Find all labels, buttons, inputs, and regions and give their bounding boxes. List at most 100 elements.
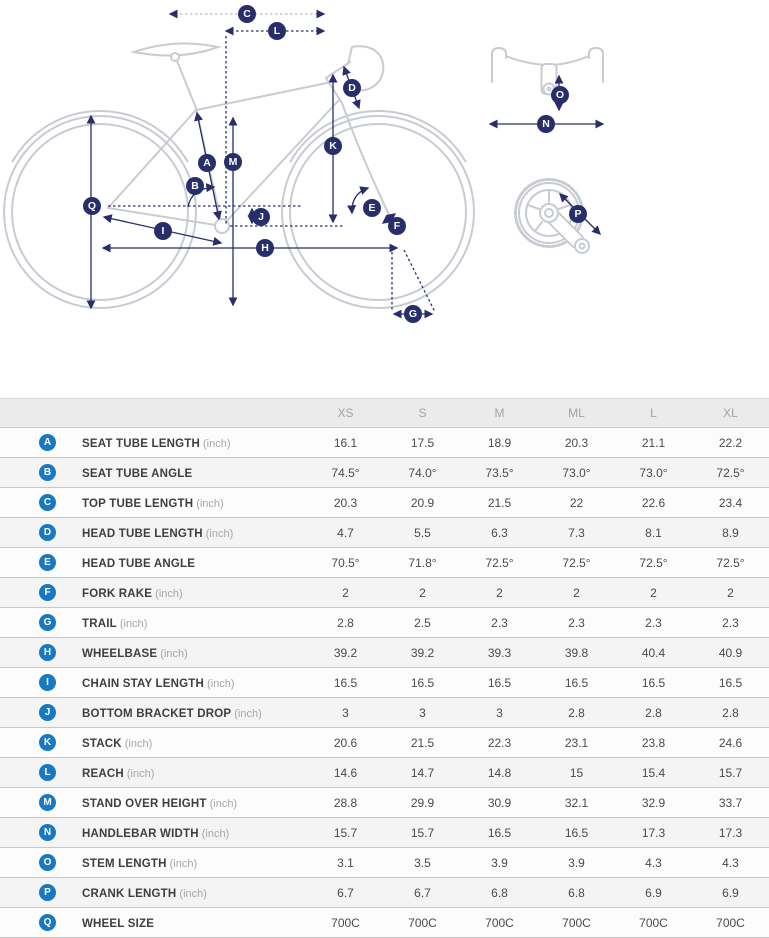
spec-row-f: F FORK RAKE (inch) 2 2 2 2 2 2 xyxy=(0,578,769,608)
spec-value: 2 xyxy=(573,585,580,600)
spec-value: 16.5 xyxy=(718,675,743,690)
stem xyxy=(325,61,351,79)
spec-value: 20.3 xyxy=(333,495,358,510)
spec-value: 39.3 xyxy=(487,645,512,660)
row-letter-badge: L xyxy=(39,764,56,781)
spec-value: 72.5° xyxy=(562,555,591,570)
diagram-marker-m: M xyxy=(224,153,242,171)
spec-value: 700C xyxy=(716,915,745,930)
spec-unit: (inch) xyxy=(234,707,262,720)
spec-value: 20.3 xyxy=(564,435,589,450)
spec-row-g: G TRAIL (inch) 2.8 2.5 2.3 2.3 2.3 2.3 xyxy=(0,608,769,638)
size-column-header: XS xyxy=(337,406,354,420)
spec-value: 700C xyxy=(562,915,591,930)
spec-label: TRAIL xyxy=(82,617,117,630)
size-column-header: M xyxy=(494,406,505,420)
seat-post xyxy=(174,55,197,109)
spec-value: 2.5 xyxy=(414,615,431,630)
spec-value: 6.3 xyxy=(491,525,508,540)
spec-value: 72.5° xyxy=(639,555,668,570)
diagram-marker-b: B xyxy=(186,177,204,195)
spec-label-cell: HEAD TUBE LENGTH (inch) xyxy=(82,524,307,542)
diagram-marker-h: H xyxy=(256,239,274,257)
spec-value: 2.8 xyxy=(337,615,354,630)
spec-row-a: A SEAT TUBE LENGTH (inch) 16.1 17.5 18.9 20.3 2… xyxy=(0,428,769,458)
row-badge-cell: H xyxy=(0,644,82,661)
spec-value: 28.8 xyxy=(333,795,358,810)
spec-value: 33.7 xyxy=(718,795,743,810)
spec-unit: (inch) xyxy=(155,587,183,600)
spec-value: 700C xyxy=(485,915,514,930)
spec-row-p: P CRANK LENGTH (inch) 6.7 6.7 6.8 6.8 6.9 6.9 xyxy=(0,878,769,908)
spec-label-cell: SEAT TUBE ANGLE xyxy=(82,464,307,482)
spec-value: 6.9 xyxy=(722,885,739,900)
spec-unit: (inch) xyxy=(119,617,148,630)
row-badge-cell: K xyxy=(0,734,82,751)
row-letter-badge: G xyxy=(39,614,56,631)
spec-value: 39.8 xyxy=(564,645,589,660)
spec-value: 23.8 xyxy=(641,735,666,750)
row-badge-cell: N xyxy=(0,824,82,841)
spec-label-cell: WHEELBASE (inch) xyxy=(82,644,307,662)
diagram-marker-n: N xyxy=(537,115,555,133)
row-badge-cell: A xyxy=(0,434,82,451)
spec-label: SEAT TUBE ANGLE xyxy=(82,467,193,480)
spec-value: 6.7 xyxy=(337,885,354,900)
spec-value: 22.6 xyxy=(641,495,666,510)
trail-reference-diagonal xyxy=(403,249,436,313)
spec-value: 40.4 xyxy=(641,645,666,660)
spec-row-q: Q WHEEL SIZE 700C 700C 700C 700C 700C 700C xyxy=(0,908,769,938)
geometry-spec-table: XS S M ML L XL A SEAT TUBE LENGTH (inch) 16.1 17.… xyxy=(0,398,769,938)
spec-value: 8.1 xyxy=(645,525,662,540)
diagram-marker-g: G xyxy=(404,305,422,323)
dim-arc-e xyxy=(347,186,370,215)
row-badge-cell: L xyxy=(0,764,82,781)
spec-value: 73.0° xyxy=(639,465,668,480)
spec-label: SEAT TUBE LENGTH xyxy=(82,437,200,450)
spec-value: 17.3 xyxy=(641,825,666,840)
row-badge-cell: I xyxy=(0,674,82,691)
row-letter-badge: P xyxy=(39,884,56,901)
spec-label-cell: CRANK LENGTH (inch) xyxy=(82,884,307,902)
fork xyxy=(341,102,391,218)
spec-value: 4.7 xyxy=(337,525,354,540)
spec-label-cell: WHEEL SIZE xyxy=(82,914,307,932)
down-tube xyxy=(221,99,340,227)
rear-fender xyxy=(11,109,189,163)
seat-stay xyxy=(107,109,197,209)
spec-label-cell: BOTTOM BRACKET DROP (inch) xyxy=(82,704,307,722)
spec-value: 14.6 xyxy=(333,765,358,780)
row-letter-badge: O xyxy=(39,854,56,871)
spec-row-b: B SEAT TUBE ANGLE 74.5° 74.0° 73.5° 73.0° 73.0… xyxy=(0,458,769,488)
spec-label-cell: REACH (inch) xyxy=(82,764,307,782)
spec-label-cell: SEAT TUBE LENGTH (inch) xyxy=(82,434,307,452)
row-letter-badge: H xyxy=(39,644,56,661)
diagram-marker-j: J xyxy=(252,208,270,226)
row-badge-cell: D xyxy=(0,524,82,541)
spec-row-m: M STAND OVER HEIGHT (inch) 28.8 29.9 30.9 32.1… xyxy=(0,788,769,818)
spec-row-h: H WHEELBASE (inch) 39.2 39.2 39.3 39.8 40.4 40.9 xyxy=(0,638,769,668)
row-letter-badge: K xyxy=(39,734,56,751)
diagram-marker-l: L xyxy=(268,22,286,40)
spec-value: 2.8 xyxy=(568,705,585,720)
spec-value: 74.0° xyxy=(408,465,437,480)
spec-unit: (inch) xyxy=(207,677,235,690)
spec-value: 2 xyxy=(727,585,734,600)
spec-label-cell: CHAIN STAY LENGTH (inch) xyxy=(82,674,307,692)
row-badge-cell: O xyxy=(0,854,82,871)
row-letter-badge: I xyxy=(39,674,56,691)
diagram-marker-p: P xyxy=(569,205,587,223)
spec-value: 3 xyxy=(496,705,503,720)
spec-unit: (inch) xyxy=(126,767,155,780)
spec-unit: (inch) xyxy=(203,437,231,450)
spec-value: 3.5 xyxy=(414,855,431,870)
size-column-header: S xyxy=(418,406,427,420)
bike-side-view xyxy=(3,42,475,309)
crankset-view xyxy=(514,178,601,254)
row-letter-badge: M xyxy=(39,794,56,811)
spec-label: STEM LENGTH xyxy=(82,857,167,870)
spec-value: 21.5 xyxy=(410,735,435,750)
seat-clamp xyxy=(170,52,180,62)
row-badge-cell: E xyxy=(0,554,82,571)
